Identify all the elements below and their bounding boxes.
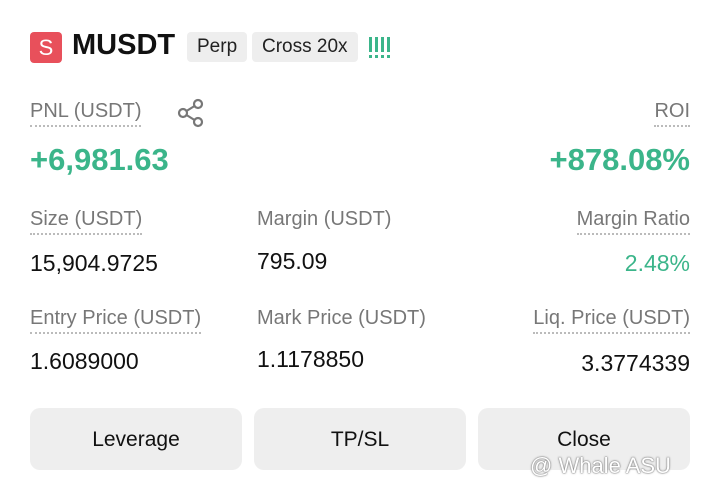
field-label: Liq. Price (USDT) (533, 307, 690, 334)
close-button[interactable]: Close (478, 408, 690, 470)
leverage-button[interactable]: Leverage (30, 408, 242, 470)
pnl-value: +6,981.63 (30, 142, 169, 177)
field-value: 15,904.9725 (30, 250, 158, 276)
field-label: Size (USDT) (30, 208, 143, 235)
signal-icon (369, 37, 390, 58)
field-label: Margin (USDT) (257, 208, 392, 230)
roi-label: ROI (654, 100, 690, 127)
field-value: 795.09 (257, 248, 328, 274)
field-value: 2.48% (624, 250, 690, 276)
tag: Perp (187, 32, 248, 62)
field-value: 3.3774339 (581, 350, 690, 376)
tpsl-button[interactable]: TP/SL (254, 408, 466, 470)
symbol: MUSDT (72, 29, 176, 61)
field-label: Entry Price (USDT) (30, 307, 202, 334)
share-icon[interactable] (176, 98, 206, 128)
pnl-label: PNL (USDT) (30, 100, 142, 127)
field-label: Mark Price (USDT) (257, 307, 426, 329)
tag: Cross 20x (252, 32, 358, 62)
field-value: 1.1178850 (257, 346, 365, 372)
field-label: Margin Ratio (576, 208, 690, 235)
roi-value: +878.08% (549, 142, 690, 177)
side-badge: S (30, 32, 62, 63)
field-value: 1.6089000 (30, 348, 139, 374)
watermark: @ Whale ASU (530, 453, 671, 478)
